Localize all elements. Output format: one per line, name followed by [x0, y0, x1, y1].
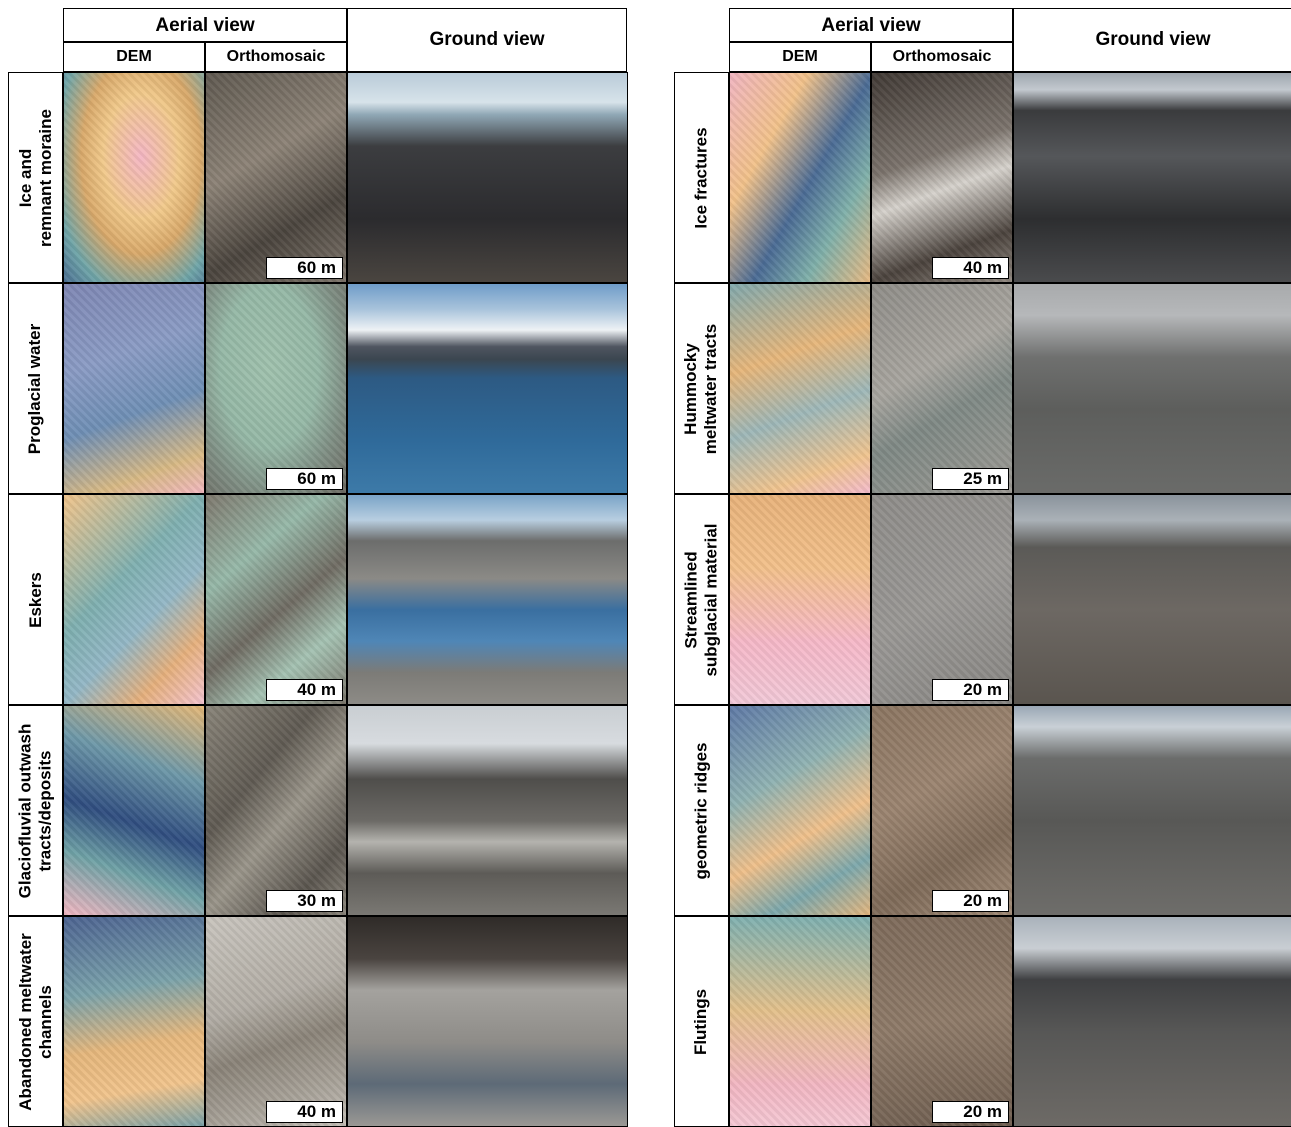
orthomosaic-image: 60 m — [205, 283, 347, 494]
aerial-view-header: Aerial view — [729, 8, 1013, 42]
orthomosaic-image: 25 m — [871, 283, 1013, 494]
dem-image — [63, 283, 205, 494]
orthomosaic-image: 60 m — [205, 72, 347, 283]
dem-image — [729, 705, 871, 916]
scale-bar: 60 m — [266, 257, 343, 279]
dem-header: DEM — [729, 42, 871, 72]
figure-row: Streamlined subglacial material 20 m — [674, 494, 1291, 705]
dem-image — [729, 916, 871, 1127]
row-label: geometric ridges — [674, 705, 729, 916]
orthomosaic-image: 30 m — [205, 705, 347, 916]
scale-bar: 60 m — [266, 468, 343, 490]
row-label: Ice and remnant moraine — [8, 72, 63, 283]
orthomosaic-image: 40 m — [205, 494, 347, 705]
scale-bar: 40 m — [266, 679, 343, 701]
figure-row: Proglacial water 60 m — [8, 283, 628, 494]
orthomosaic-image: 40 m — [871, 72, 1013, 283]
ground-view-photo — [1013, 72, 1291, 283]
ground-view-header: Ground view — [1013, 8, 1291, 72]
orthomosaic-image: 20 m — [871, 705, 1013, 916]
orthomosaic-header: Orthomosaic — [205, 42, 347, 72]
dem-image — [63, 72, 205, 283]
row-label: Streamlined subglacial material — [674, 494, 729, 705]
figure-row: geometric ridges 20 m — [674, 705, 1291, 916]
dem-image — [63, 494, 205, 705]
row-label: Eskers — [8, 494, 63, 705]
figure-row: Glaciofluvial outwash tracts/deposits 30… — [8, 705, 628, 916]
figure-row: Eskers 40 m — [8, 494, 628, 705]
ground-view-photo — [347, 72, 628, 283]
dem-image — [63, 705, 205, 916]
dem-image — [729, 283, 871, 494]
orthomosaic-image: 20 m — [871, 494, 1013, 705]
orthomosaic-header: Orthomosaic — [871, 42, 1013, 72]
ground-view-photo — [347, 705, 628, 916]
ground-view-photo — [347, 283, 628, 494]
dem-image — [729, 72, 871, 283]
scale-bar: 20 m — [932, 679, 1009, 701]
ground-view-photo — [347, 494, 628, 705]
scale-bar: 20 m — [932, 1101, 1009, 1123]
orthomosaic-image: 20 m — [871, 916, 1013, 1127]
scale-bar: 40 m — [932, 257, 1009, 279]
dem-image — [729, 494, 871, 705]
dem-image — [63, 916, 205, 1127]
scale-bar: 40 m — [266, 1101, 343, 1123]
row-label: Proglacial water — [8, 283, 63, 494]
figure-row: Ice fractures 40 m — [674, 72, 1291, 283]
ground-view-photo — [1013, 705, 1291, 916]
scale-bar: 30 m — [266, 890, 343, 912]
figure-row: Ice and remnant moraine 60 m — [8, 72, 628, 283]
figure-row: Abandoned meltwater channels 40 m — [8, 916, 628, 1127]
aerial-view-header: Aerial view — [63, 8, 347, 42]
scale-bar: 20 m — [932, 890, 1009, 912]
orthomosaic-image: 40 m — [205, 916, 347, 1127]
figure-row: Flutings 20 m — [674, 916, 1291, 1127]
scale-bar: 25 m — [932, 468, 1009, 490]
row-label: Flutings — [674, 916, 729, 1127]
row-label: Ice fractures — [674, 72, 729, 283]
ground-view-photo — [347, 916, 628, 1127]
figure-row: Hummocky meltwater tracts 25 m — [674, 283, 1291, 494]
row-label: Abandoned meltwater channels — [8, 916, 63, 1127]
row-label: Glaciofluvial outwash tracts/deposits — [8, 705, 63, 916]
ground-view-photo — [1013, 283, 1291, 494]
row-label: Hummocky meltwater tracts — [674, 283, 729, 494]
ground-view-photo — [1013, 494, 1291, 705]
ground-view-header: Ground view — [347, 8, 627, 72]
dem-header: DEM — [63, 42, 205, 72]
ground-view-photo — [1013, 916, 1291, 1127]
